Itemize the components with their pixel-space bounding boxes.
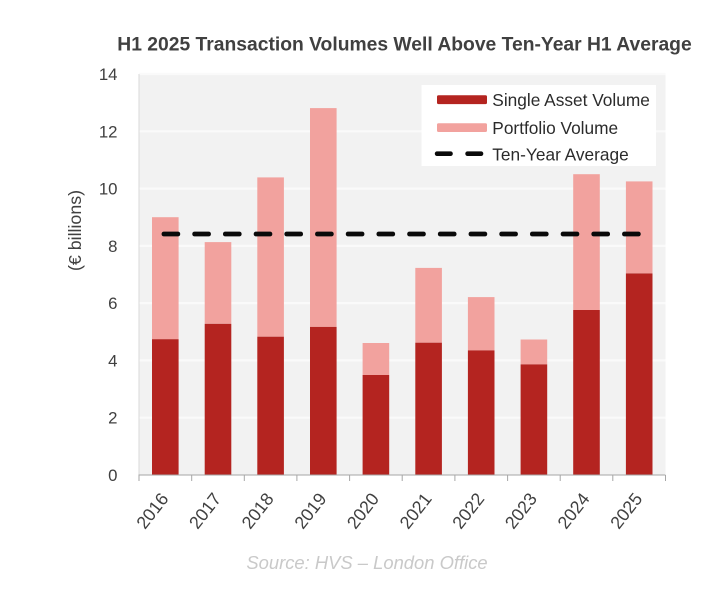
svg-text:4: 4 (108, 351, 117, 370)
svg-text:(€ billions): (€ billions) (65, 190, 85, 271)
svg-text:2024: 2024 (554, 489, 594, 533)
svg-text:2: 2 (108, 409, 117, 428)
svg-text:2017: 2017 (185, 489, 225, 532)
svg-text:2019: 2019 (290, 489, 330, 533)
svg-text:8: 8 (108, 237, 117, 256)
svg-text:Portfolio Volume: Portfolio Volume (492, 118, 618, 138)
svg-text:2022: 2022 (448, 489, 488, 532)
svg-text:2016: 2016 (132, 489, 172, 533)
svg-text:2018: 2018 (238, 489, 278, 533)
svg-text:6: 6 (108, 294, 117, 313)
svg-text:2020: 2020 (343, 489, 383, 533)
svg-text:H1 2025 Transaction Volumes We: H1 2025 Transaction Volumes Well Above T… (117, 35, 692, 56)
svg-text:2023: 2023 (501, 489, 541, 533)
svg-text:Ten-Year Average: Ten-Year Average (492, 144, 628, 164)
svg-text:2021: 2021 (396, 489, 436, 533)
svg-text:Source: HVS – London Office: Source: HVS – London Office (246, 552, 487, 573)
svg-text:14: 14 (99, 65, 118, 84)
svg-text:12: 12 (99, 122, 118, 141)
svg-text:0: 0 (108, 466, 117, 485)
svg-text:10: 10 (99, 180, 118, 199)
svg-text:2025: 2025 (606, 489, 646, 533)
svg-text:Single Asset Volume: Single Asset Volume (492, 90, 650, 110)
